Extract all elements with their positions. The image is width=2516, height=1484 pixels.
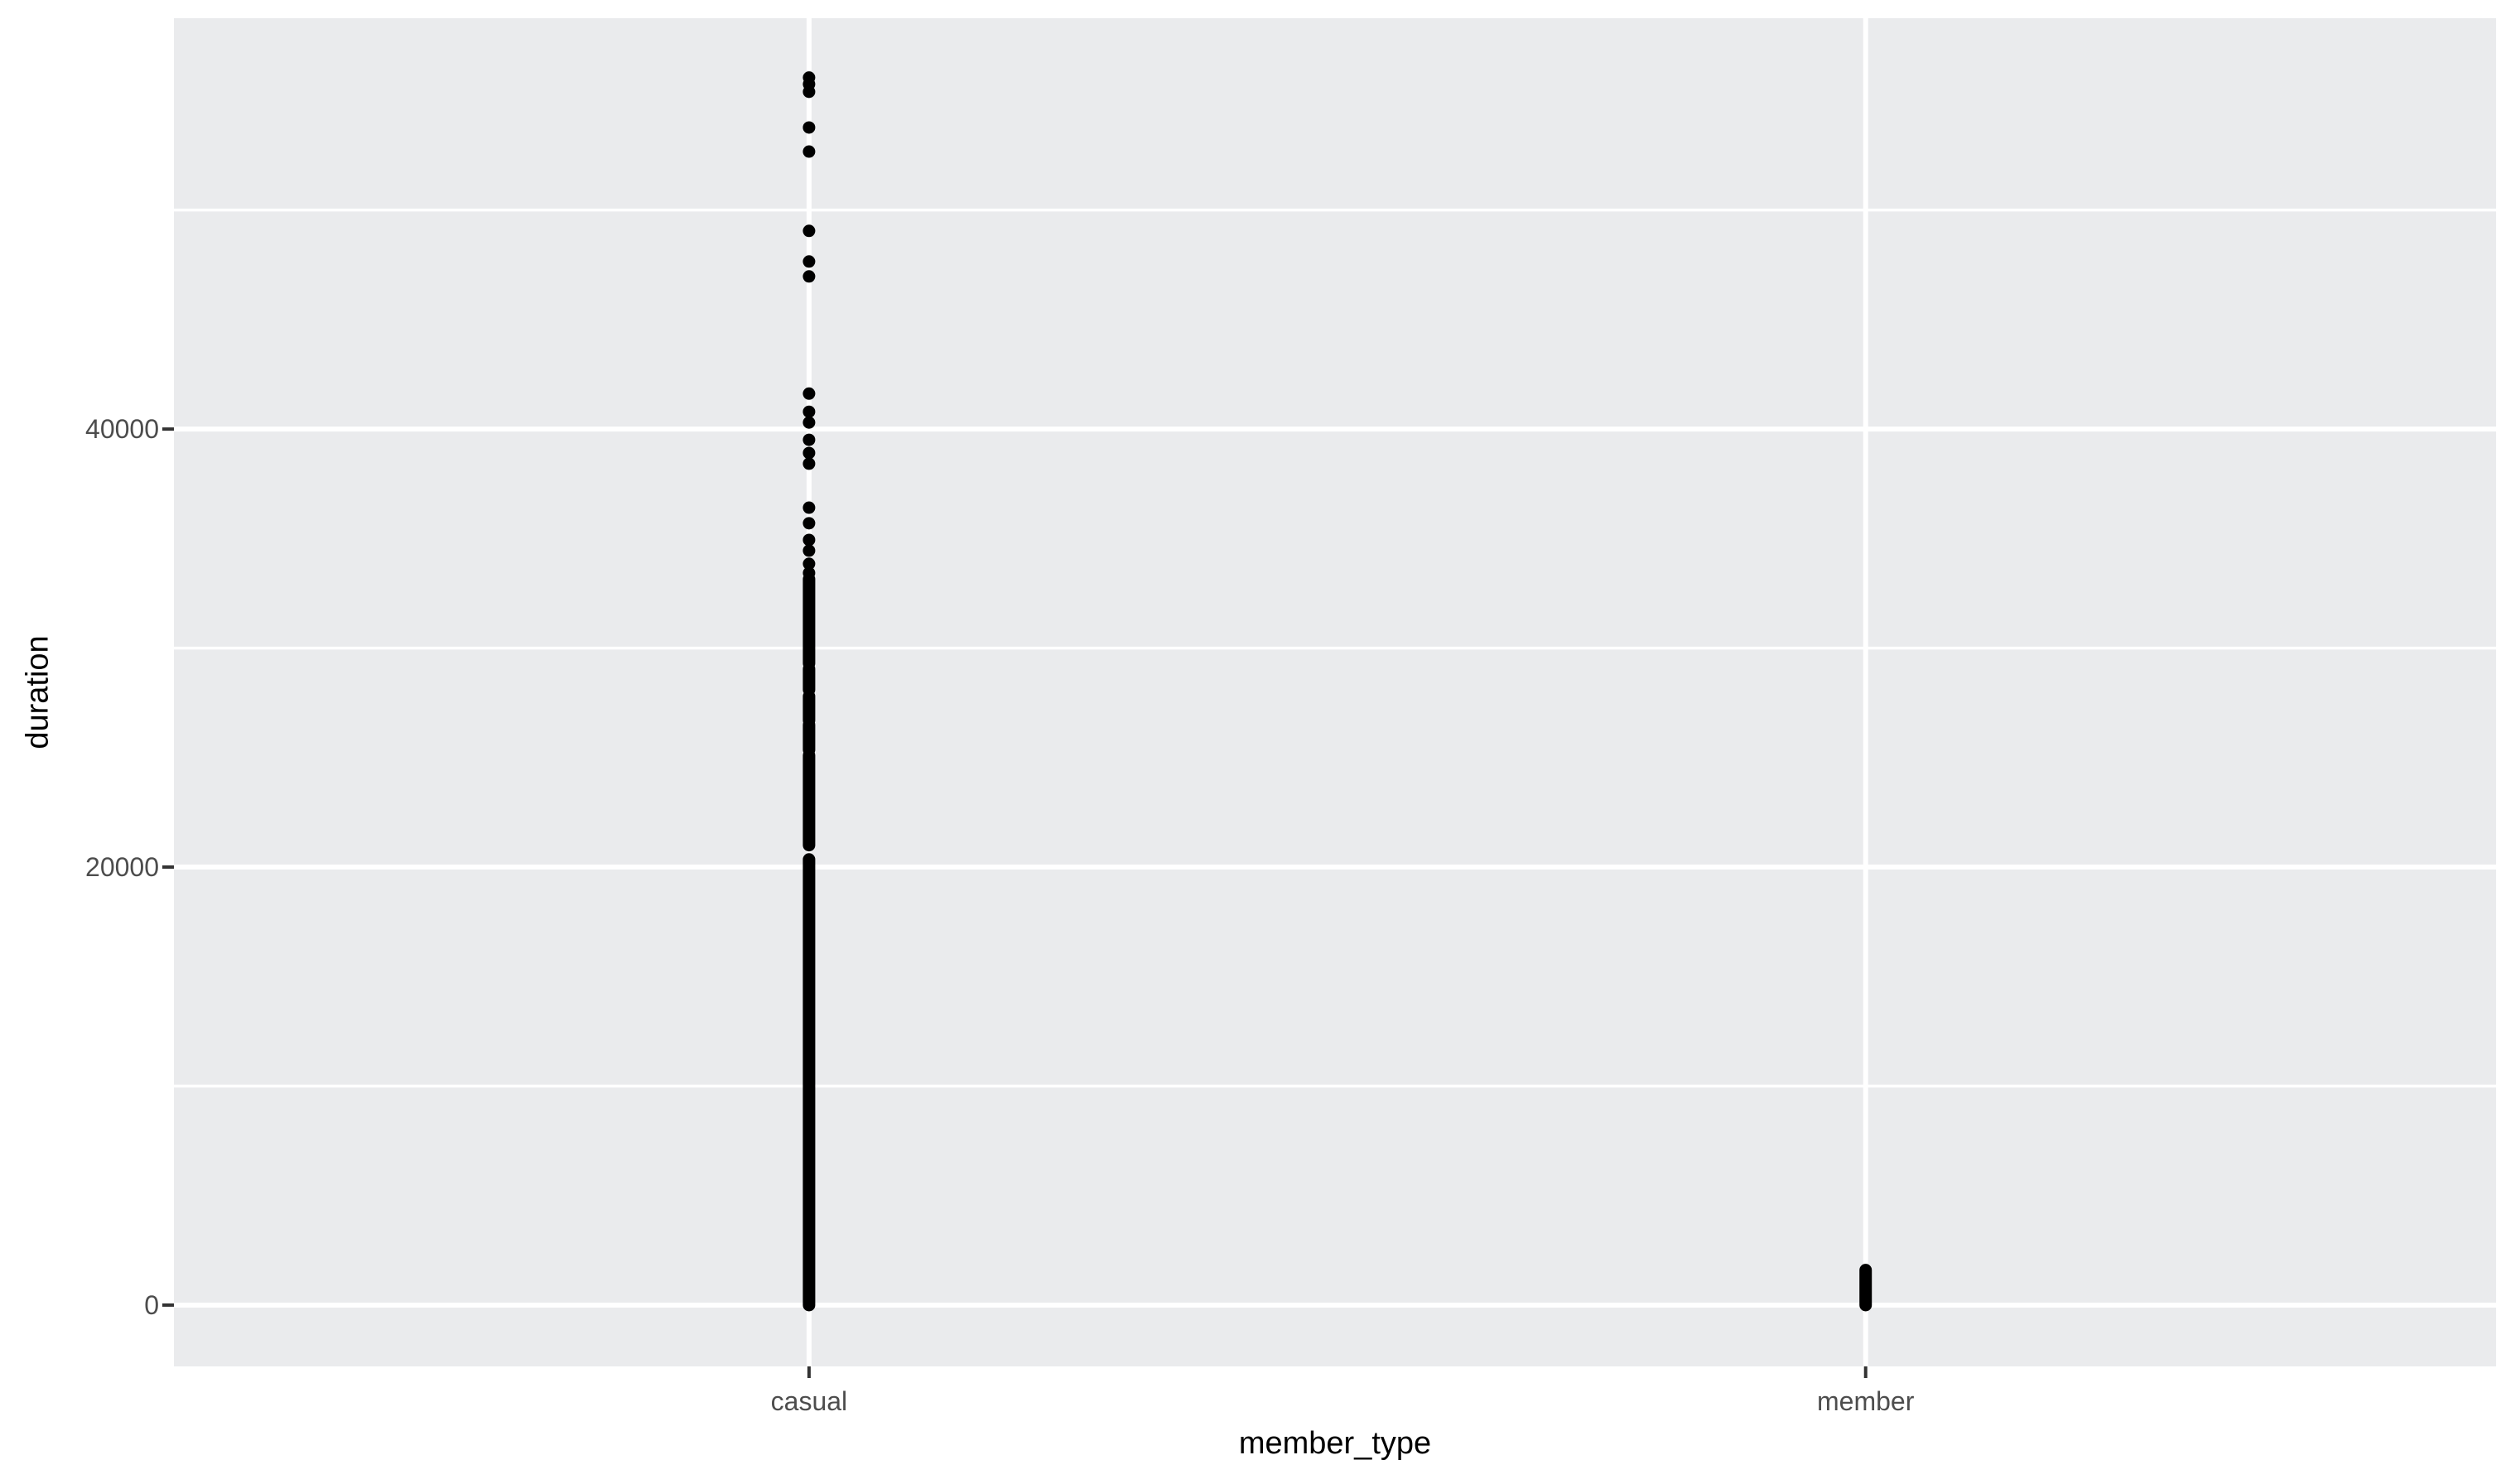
x-tick-label: member [1817, 1386, 1915, 1416]
data-point-casual [803, 446, 816, 460]
panel-background [174, 18, 2496, 1366]
data-point-casual [803, 544, 816, 557]
y-tick-label: 20000 [85, 852, 159, 883]
data-point-casual [803, 387, 816, 400]
y-axis-title: duration [20, 635, 55, 749]
data-point-casual [803, 270, 816, 283]
data-point-casual [803, 121, 816, 134]
data-point-casual [803, 145, 816, 158]
data-point-casual [803, 533, 816, 547]
data-point-casual [803, 255, 816, 268]
x-axis-title: member_type [1238, 1426, 1432, 1461]
data-point-casual [803, 557, 816, 571]
data-point-casual [803, 416, 816, 429]
data-point-casual [803, 501, 816, 514]
data-point-casual [803, 566, 816, 580]
data-point-casual [803, 433, 816, 446]
data-point-casual [803, 457, 816, 470]
y-tick-label: 0 [144, 1289, 159, 1320]
y-tick-label: 40000 [85, 414, 159, 445]
data-point-casual [803, 517, 816, 530]
data-point-casual [803, 224, 816, 238]
x-tick-label: casual [770, 1386, 848, 1416]
data-point-casual [803, 71, 816, 84]
data-point-casual [803, 405, 816, 418]
